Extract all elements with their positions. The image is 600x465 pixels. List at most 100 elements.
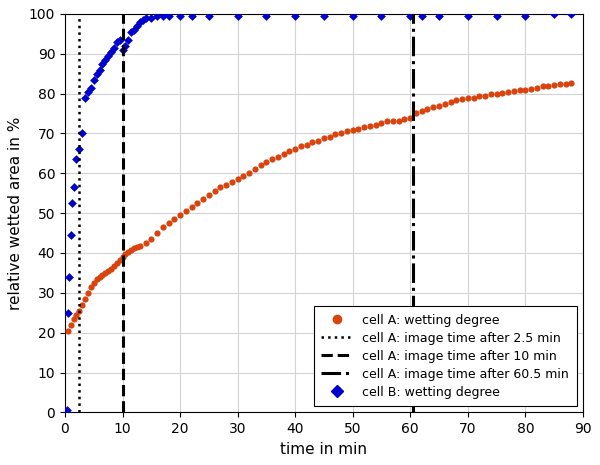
Point bbox=[273, 153, 283, 161]
Point bbox=[411, 110, 421, 117]
Point bbox=[109, 44, 119, 52]
Point bbox=[187, 12, 196, 20]
Point bbox=[175, 212, 185, 219]
Point bbox=[417, 108, 427, 115]
Point bbox=[279, 150, 289, 158]
Point bbox=[103, 52, 113, 60]
Point bbox=[290, 12, 300, 20]
Point bbox=[400, 116, 409, 123]
Point bbox=[115, 36, 124, 43]
Point bbox=[221, 181, 231, 189]
Point bbox=[348, 12, 358, 20]
X-axis label: time in min: time in min bbox=[280, 442, 367, 457]
Point bbox=[138, 16, 148, 24]
Point bbox=[70, 184, 79, 191]
Point bbox=[74, 146, 84, 153]
Point bbox=[371, 122, 380, 129]
Point bbox=[486, 91, 496, 98]
Point bbox=[71, 311, 81, 319]
Point bbox=[106, 48, 116, 55]
Point bbox=[141, 14, 151, 21]
Point bbox=[95, 66, 104, 73]
Point bbox=[566, 10, 576, 18]
Point bbox=[170, 215, 179, 223]
Point bbox=[239, 173, 248, 180]
Point bbox=[422, 106, 432, 113]
Point bbox=[62, 407, 71, 414]
Point bbox=[80, 295, 90, 303]
Point bbox=[98, 271, 107, 279]
Point bbox=[428, 104, 438, 111]
Point bbox=[63, 327, 73, 334]
Point bbox=[92, 70, 101, 77]
Point bbox=[121, 42, 130, 49]
Legend: cell A: wetting degree, cell A: image time after 2.5 min, cell A: image time aft: cell A: wetting degree, cell A: image ti… bbox=[314, 306, 577, 406]
Point bbox=[204, 192, 214, 199]
Point bbox=[112, 259, 122, 266]
Point bbox=[526, 85, 536, 93]
Point bbox=[451, 97, 461, 104]
Point bbox=[313, 137, 323, 144]
Point bbox=[503, 88, 513, 96]
Point bbox=[406, 12, 415, 20]
Point bbox=[83, 289, 93, 297]
Point bbox=[406, 114, 415, 122]
Point bbox=[86, 84, 95, 91]
Point bbox=[250, 166, 260, 173]
Point bbox=[388, 118, 398, 125]
Point bbox=[83, 88, 93, 95]
Point bbox=[549, 81, 559, 88]
Point bbox=[215, 184, 225, 191]
Point bbox=[244, 170, 254, 177]
Point bbox=[227, 178, 236, 186]
Point bbox=[129, 245, 139, 252]
Point bbox=[132, 22, 142, 29]
Point bbox=[77, 130, 87, 137]
Point bbox=[175, 12, 185, 20]
Point bbox=[66, 231, 76, 239]
Point bbox=[492, 90, 502, 97]
Point bbox=[308, 139, 317, 146]
Point bbox=[509, 87, 518, 95]
Point bbox=[302, 141, 311, 148]
Point bbox=[89, 76, 98, 83]
Point bbox=[115, 256, 124, 264]
Point bbox=[124, 248, 133, 256]
Point bbox=[118, 253, 127, 261]
Point bbox=[86, 283, 95, 291]
Point bbox=[342, 128, 352, 135]
Point bbox=[268, 156, 277, 163]
Point bbox=[377, 120, 386, 127]
Point bbox=[319, 12, 329, 20]
Point bbox=[204, 12, 214, 20]
Point bbox=[325, 133, 334, 140]
Point bbox=[256, 161, 265, 169]
Point bbox=[66, 321, 76, 328]
Point bbox=[63, 309, 73, 317]
Point bbox=[69, 315, 79, 322]
Point bbox=[377, 12, 386, 20]
Point bbox=[92, 275, 101, 283]
Point bbox=[152, 229, 162, 237]
Point bbox=[262, 12, 271, 20]
Point bbox=[359, 124, 369, 131]
Point bbox=[463, 12, 473, 20]
Point bbox=[127, 28, 136, 35]
Point bbox=[337, 129, 346, 136]
Point bbox=[152, 12, 162, 20]
Point bbox=[64, 273, 74, 280]
Point bbox=[457, 95, 467, 103]
Point bbox=[233, 12, 242, 20]
Point bbox=[112, 38, 122, 46]
Point bbox=[129, 26, 139, 33]
Point bbox=[446, 98, 455, 105]
Point bbox=[74, 307, 84, 314]
Point bbox=[164, 12, 173, 20]
Point bbox=[121, 250, 130, 258]
Point bbox=[127, 246, 136, 253]
Point bbox=[146, 14, 156, 21]
Point bbox=[95, 273, 104, 280]
Point bbox=[549, 10, 559, 18]
Point bbox=[290, 146, 300, 153]
Point bbox=[515, 86, 524, 94]
